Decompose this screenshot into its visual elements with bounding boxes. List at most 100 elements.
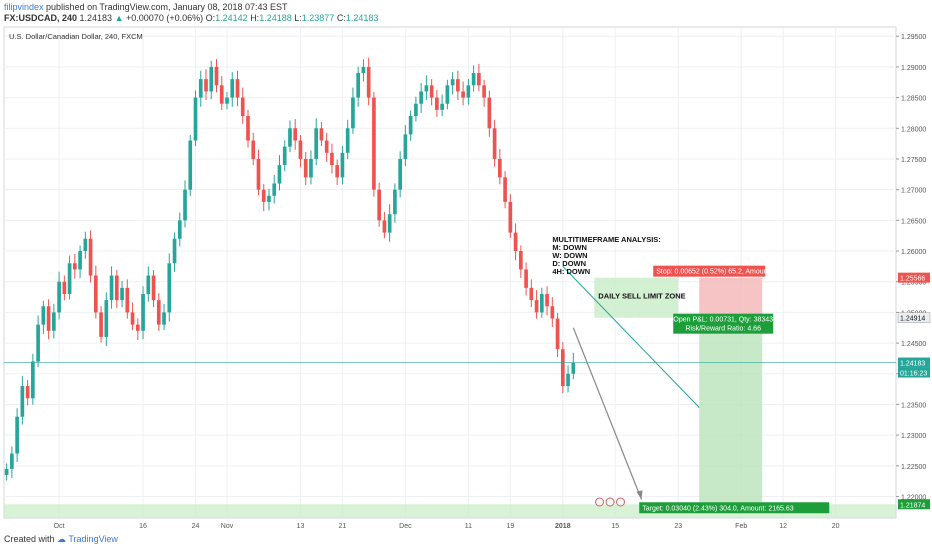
candle-body[interactable]	[366, 66, 371, 98]
candle-body[interactable]	[198, 79, 203, 98]
candle-body[interactable]	[330, 152, 334, 166]
candle-body[interactable]	[571, 362, 576, 374]
candle-body[interactable]	[120, 287, 124, 301]
candle-body[interactable]	[450, 79, 455, 86]
candle-body[interactable]	[456, 79, 460, 92]
candle-body[interactable]	[482, 85, 486, 98]
candle-body[interactable]	[141, 293, 145, 331]
candle-body[interactable]	[361, 66, 366, 74]
candle-body[interactable]	[356, 73, 361, 98]
candle-body[interactable]	[288, 128, 292, 147]
candle-body[interactable]	[477, 73, 481, 86]
candle-body[interactable]	[235, 79, 240, 98]
candle-body[interactable]	[251, 140, 256, 159]
candle-body[interactable]	[114, 275, 119, 301]
candle-body[interactable]	[151, 275, 156, 301]
author-name[interactable]: filipvindex	[4, 2, 44, 12]
candle-body[interactable]	[487, 97, 492, 129]
candle-body[interactable]	[146, 275, 151, 294]
event-flag-icon[interactable]	[616, 497, 626, 507]
brand-name[interactable]: TradingView	[68, 534, 118, 544]
candle-body[interactable]	[545, 293, 549, 307]
candle-body[interactable]	[440, 103, 444, 110]
candle-body[interactable]	[31, 361, 35, 399]
candle-body[interactable]	[492, 128, 497, 159]
candle-body[interactable]	[261, 189, 266, 202]
candle-body[interactable]	[88, 238, 93, 276]
candle-body[interactable]	[377, 189, 382, 221]
candle-body[interactable]	[424, 85, 429, 92]
candle-body[interactable]	[10, 453, 14, 469]
candle-body[interactable]	[177, 220, 182, 239]
candle-body[interactable]	[72, 263, 77, 270]
candle-body[interactable]	[277, 165, 282, 184]
candle-body[interactable]	[25, 386, 30, 399]
candle-body[interactable]	[550, 306, 555, 319]
candle-body[interactable]	[471, 73, 476, 86]
candle-body[interactable]	[539, 293, 544, 313]
candle-body[interactable]	[534, 300, 539, 313]
candle-body[interactable]	[398, 158, 402, 190]
candle-body[interactable]	[156, 300, 161, 325]
candle-body[interactable]	[372, 97, 376, 190]
candle-body[interactable]	[508, 201, 513, 233]
candle-body[interactable]	[503, 177, 507, 202]
candle-body[interactable]	[282, 146, 287, 166]
candle-body[interactable]	[461, 91, 465, 98]
candle-body[interactable]	[298, 140, 303, 159]
candle-body[interactable]	[130, 312, 135, 325]
candle-body[interactable]	[167, 263, 172, 313]
candle-body[interactable]	[93, 275, 98, 313]
candle-body[interactable]	[83, 238, 88, 252]
candle-body[interactable]	[555, 318, 560, 350]
candle-body[interactable]	[435, 97, 439, 110]
candle-body[interactable]	[293, 128, 298, 141]
candle-body[interactable]	[466, 85, 471, 98]
candle-body[interactable]	[408, 115, 413, 135]
candle-body[interactable]	[183, 189, 187, 221]
candle-body[interactable]	[314, 128, 319, 159]
candle-body[interactable]	[109, 275, 114, 301]
candle-body[interactable]	[566, 373, 570, 387]
candle-body[interactable]	[560, 349, 565, 387]
candle-body[interactable]	[419, 91, 423, 104]
candle-body[interactable]	[319, 128, 324, 141]
candle-body[interactable]	[272, 183, 277, 196]
candle-body[interactable]	[345, 128, 350, 153]
candle-body[interactable]	[36, 324, 40, 362]
candle-body[interactable]	[518, 251, 523, 270]
candle-body[interactable]	[193, 97, 198, 141]
candle-body[interactable]	[524, 269, 528, 288]
candle-body[interactable]	[62, 281, 67, 294]
candle-body[interactable]	[230, 79, 235, 98]
candle-body[interactable]	[256, 158, 261, 190]
candle-body[interactable]	[303, 158, 308, 178]
candle-body[interactable]	[498, 158, 502, 178]
candle-body[interactable]	[214, 66, 219, 86]
candle-body[interactable]	[429, 85, 434, 98]
candle-body[interactable]	[382, 220, 387, 233]
candle-body[interactable]	[403, 134, 408, 159]
candle-body[interactable]	[513, 232, 518, 252]
candle-body[interactable]	[4, 468, 9, 476]
candle-body[interactable]	[57, 281, 61, 313]
candle-body[interactable]	[324, 140, 329, 153]
candle-body[interactable]	[188, 140, 193, 190]
candle-body[interactable]	[267, 195, 271, 202]
event-flag-icon[interactable]	[595, 497, 605, 507]
candle-body[interactable]	[340, 152, 345, 178]
candle-body[interactable]	[246, 115, 250, 141]
candle-body[interactable]	[414, 103, 418, 116]
candle-body[interactable]	[209, 66, 214, 92]
candle-body[interactable]	[125, 287, 130, 313]
candle-body[interactable]	[387, 214, 392, 233]
candle-body[interactable]	[41, 306, 46, 325]
candle-body[interactable]	[46, 306, 51, 331]
candle-body[interactable]	[78, 251, 82, 270]
candle-body[interactable]	[15, 416, 19, 454]
event-flag-icon[interactable]	[605, 497, 615, 507]
candle-body[interactable]	[162, 312, 166, 325]
candle-body[interactable]	[135, 324, 140, 331]
candle-body[interactable]	[172, 238, 177, 264]
